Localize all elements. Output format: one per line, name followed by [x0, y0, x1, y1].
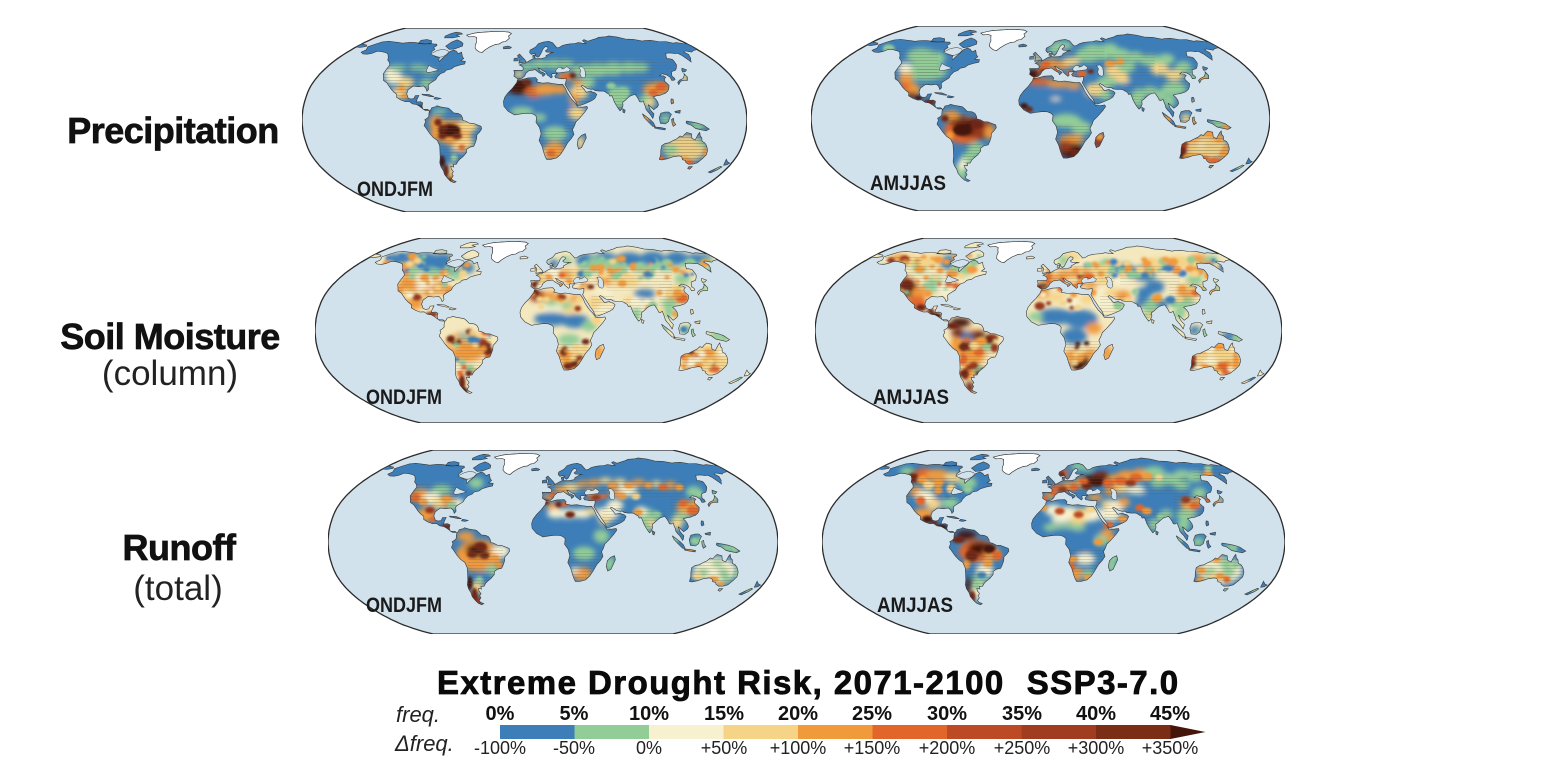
svg-text:AMJJAS: AMJJAS	[877, 594, 953, 617]
svg-text:ONDJFM: ONDJFM	[357, 178, 433, 201]
svg-text:AMJJAS: AMJJAS	[870, 172, 946, 195]
svg-text:ONDJFM: ONDJFM	[366, 594, 442, 617]
svg-text:AMJJAS: AMJJAS	[873, 386, 949, 409]
svg-text:ONDJFM: ONDJFM	[366, 386, 442, 409]
